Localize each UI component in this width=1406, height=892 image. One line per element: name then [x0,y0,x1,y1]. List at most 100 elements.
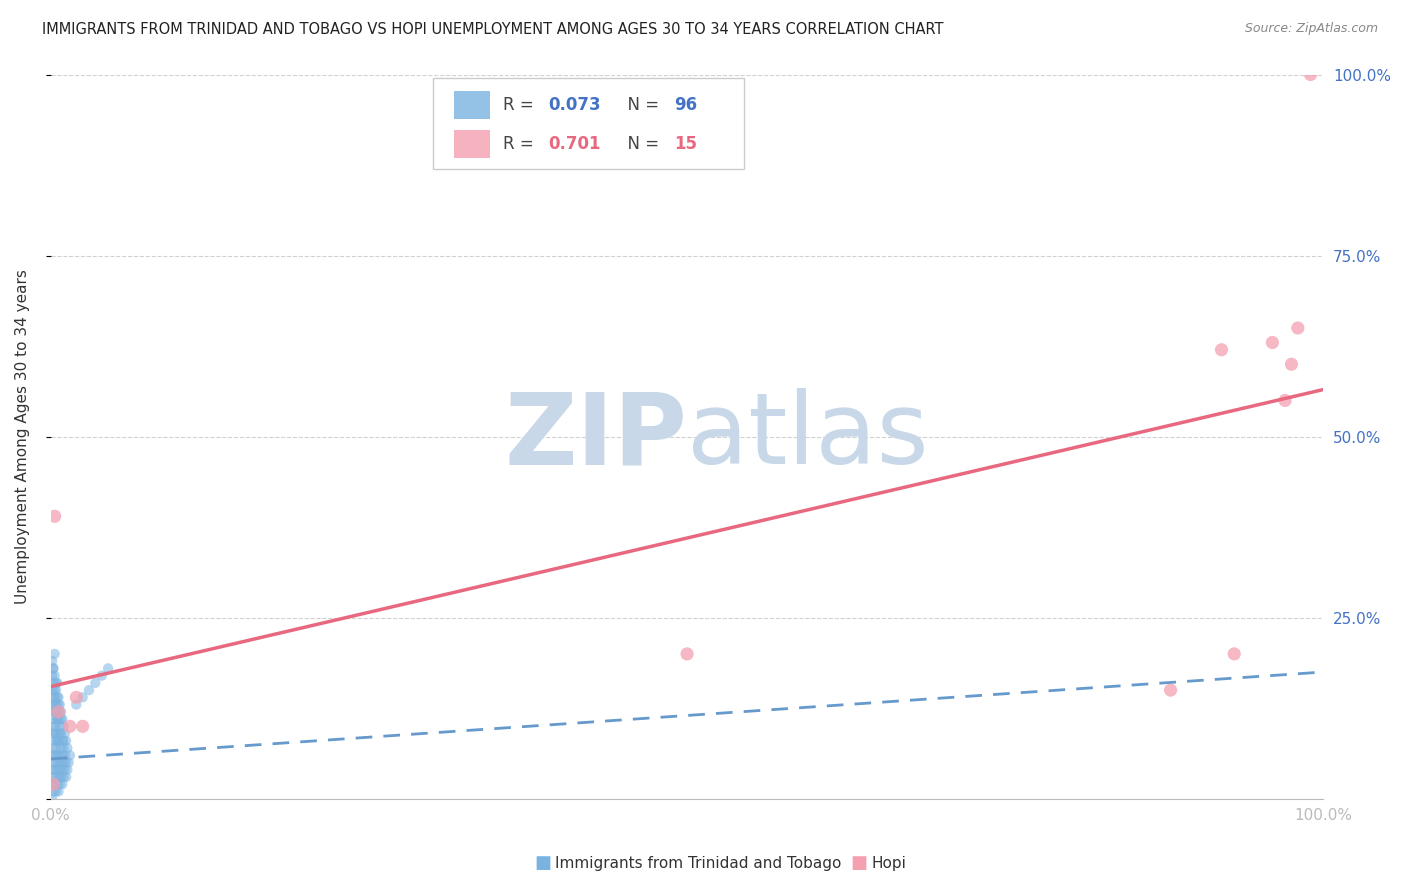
Point [56,763,79,777]
Point [46,763,69,777]
FancyBboxPatch shape [433,78,744,169]
Point [48,748,70,763]
Point [55,770,77,784]
Point [48,756,70,770]
Text: Source: ZipAtlas.com: Source: ZipAtlas.com [1244,22,1378,36]
Point [48,734,70,748]
Point [45,726,67,740]
Point [44,777,66,791]
Point [44,698,66,712]
Point [41,748,63,763]
Point [676,647,699,661]
Point [1274,393,1296,408]
Point [46,690,69,705]
Point [41,791,63,805]
Text: 15: 15 [675,136,697,153]
Point [52,719,75,733]
Point [49,726,72,740]
Point [59,748,82,763]
Point [48,690,70,705]
Point [46,748,69,763]
Point [45,741,67,756]
Text: Hopi: Hopi [872,856,907,871]
Point [44,705,66,719]
Point [42,741,65,756]
Point [51,777,73,791]
Point [45,784,67,798]
Text: 96: 96 [675,96,697,114]
Point [48,726,70,740]
Point [42,690,65,705]
Text: N =: N = [617,96,665,114]
Point [48,719,70,733]
Point [42,661,65,675]
Text: ■: ■ [534,855,551,872]
Point [53,763,76,777]
Point [1299,68,1322,82]
Point [45,726,67,740]
Point [46,676,69,690]
Point [53,748,76,763]
Text: N =: N = [617,136,665,153]
Point [48,712,70,726]
Point [44,734,66,748]
Point [45,756,67,770]
Point [41,654,63,668]
Point [1261,335,1284,350]
Text: atlas: atlas [688,388,929,485]
Point [42,756,65,770]
Point [46,734,69,748]
Point [48,698,70,712]
Point [45,698,67,712]
Point [59,719,82,733]
Point [72,690,94,705]
Point [65,698,87,712]
Point [44,690,66,705]
Point [84,676,107,690]
Point [49,756,72,770]
Point [46,712,69,726]
Point [55,734,77,748]
Point [44,509,66,524]
Point [41,683,63,698]
Point [49,741,72,756]
Point [48,770,70,784]
Point [46,734,69,748]
Point [1223,647,1246,661]
Point [65,690,87,705]
Point [48,777,70,791]
Point [46,712,69,726]
Point [48,784,70,798]
Point [46,705,69,719]
Point [72,719,94,733]
Point [51,763,73,777]
Point [44,763,66,777]
Point [45,705,67,719]
Point [1160,683,1182,698]
Point [41,668,63,682]
Text: 0.073: 0.073 [548,96,600,114]
Point [41,698,63,712]
Point [41,777,63,791]
Point [42,661,65,675]
Point [1281,357,1303,371]
Point [45,770,67,784]
Point [52,741,75,756]
Text: R =: R = [502,136,538,153]
Point [52,770,75,784]
Point [42,676,65,690]
Text: IMMIGRANTS FROM TRINIDAD AND TOBAGO VS HOPI UNEMPLOYMENT AMONG AGES 30 TO 34 YEA: IMMIGRANTS FROM TRINIDAD AND TOBAGO VS H… [42,22,943,37]
Point [41,763,63,777]
Text: ZIP: ZIP [505,388,688,485]
Point [97,661,120,675]
Point [44,748,66,763]
Point [1286,321,1309,335]
Point [42,784,65,798]
Point [58,756,80,770]
Point [44,719,66,733]
Point [44,719,66,733]
Point [49,770,72,784]
Point [42,770,65,784]
Point [55,756,77,770]
Text: ■: ■ [851,855,868,872]
